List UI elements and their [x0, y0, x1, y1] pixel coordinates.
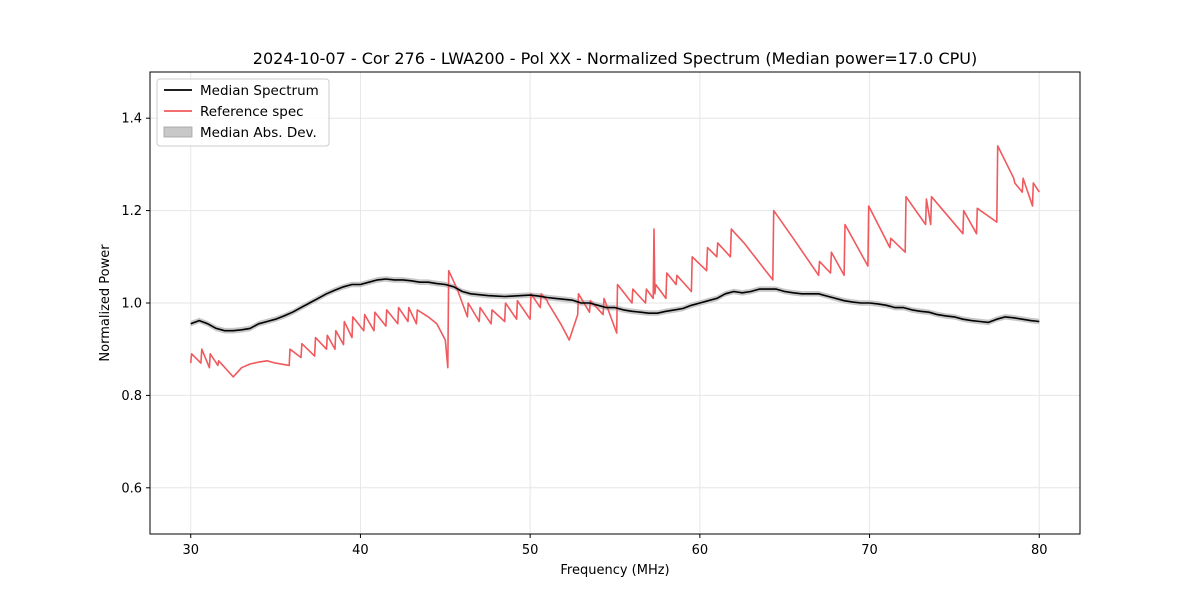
x-tick-label: 80 [1031, 543, 1048, 558]
x-tick-label: 50 [522, 543, 539, 558]
y-axis-label: Normalized Power [98, 244, 113, 362]
mad-layer [190, 276, 1040, 334]
x-tick-label: 40 [352, 543, 369, 558]
series-layer [189, 145, 1040, 378]
median-spectrum-line [190, 278, 1040, 332]
y-tick-label: 1.2 [121, 204, 142, 219]
y-tick-label: 0.6 [121, 481, 142, 496]
legend-entry-label: Median Spectrum [200, 83, 319, 99]
legend-swatch-patch [163, 126, 193, 138]
x-tick-label: 30 [182, 543, 199, 558]
median-abs-dev-band [190, 276, 1040, 334]
reference-spec-line [189, 145, 1040, 378]
y-tick-label: 1.0 [121, 297, 142, 312]
x-tick-label: 60 [692, 543, 709, 558]
x-axis-label: Frequency (MHz) [560, 563, 669, 578]
legend-box [156, 78, 330, 147]
legend: Median Spectrum Reference spec Median Abs.… [156, 78, 330, 147]
chart-title: 2024-10-07 - Cor 276 - LWA200 - Pol XX -… [253, 49, 977, 68]
legend-entry-label: Reference spec [200, 104, 304, 120]
legend-entry-label: Median Abs. Dev. [200, 125, 317, 141]
x-tick-label: 70 [861, 543, 878, 558]
y-tick-label: 0.8 [121, 389, 142, 404]
tick-layer: 30 40 50 60 70 80 0.6 0.8 1.0 1.2 1.4 [121, 112, 1047, 558]
y-tick-label: 1.4 [121, 112, 142, 127]
